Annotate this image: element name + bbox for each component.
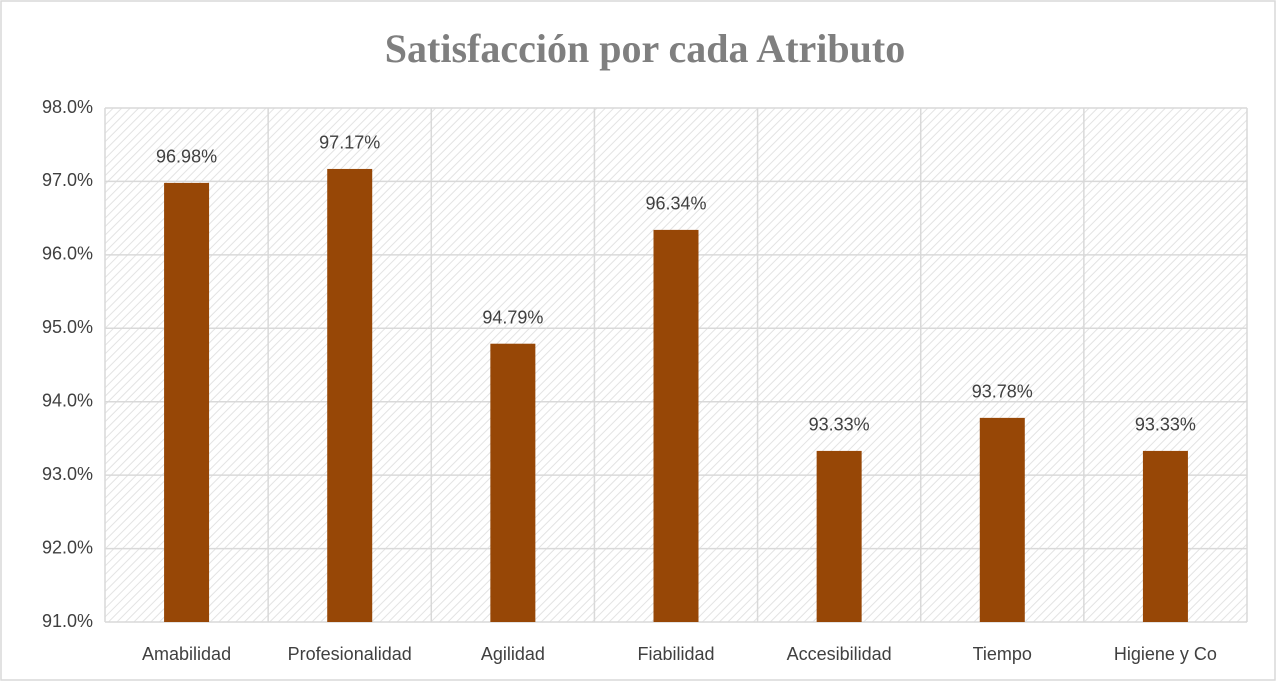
- x-tick-label: Higiene y Co: [1114, 644, 1217, 664]
- bar: [164, 182, 210, 622]
- x-tick-label: Agilidad: [481, 644, 545, 664]
- y-tick-label: 98.0%: [42, 97, 93, 117]
- x-tick-label: Profesionalidad: [288, 644, 412, 664]
- data-label: 94.79%: [482, 307, 543, 327]
- y-tick-label: 97.0%: [42, 170, 93, 190]
- bar: [816, 450, 862, 622]
- chart-title: Satisfacción por cada Atributo: [385, 26, 905, 71]
- bar: [653, 229, 699, 623]
- y-tick-label: 94.0%: [42, 390, 93, 410]
- y-tick-label: 96.0%: [42, 244, 93, 264]
- data-label: 93.78%: [972, 382, 1033, 402]
- y-tick-label: 92.0%: [42, 537, 93, 557]
- data-label: 93.33%: [1135, 415, 1196, 435]
- data-label: 97.17%: [319, 133, 380, 153]
- x-tick-label: Tiempo: [973, 644, 1032, 664]
- y-tick-label: 93.0%: [42, 464, 93, 484]
- x-tick-label: Fiabilidad: [637, 644, 714, 664]
- y-tick-label: 91.0%: [42, 611, 93, 631]
- bar: [979, 417, 1025, 622]
- bar: [1142, 450, 1188, 622]
- data-label: 96.98%: [156, 147, 217, 167]
- data-label: 96.34%: [645, 194, 706, 214]
- bar: [490, 343, 536, 622]
- x-tick-label: Amabilidad: [142, 644, 231, 664]
- x-tick-label: Accesibilidad: [787, 644, 892, 664]
- y-tick-label: 95.0%: [42, 317, 93, 337]
- data-label: 93.33%: [809, 415, 870, 435]
- bar: [327, 168, 373, 622]
